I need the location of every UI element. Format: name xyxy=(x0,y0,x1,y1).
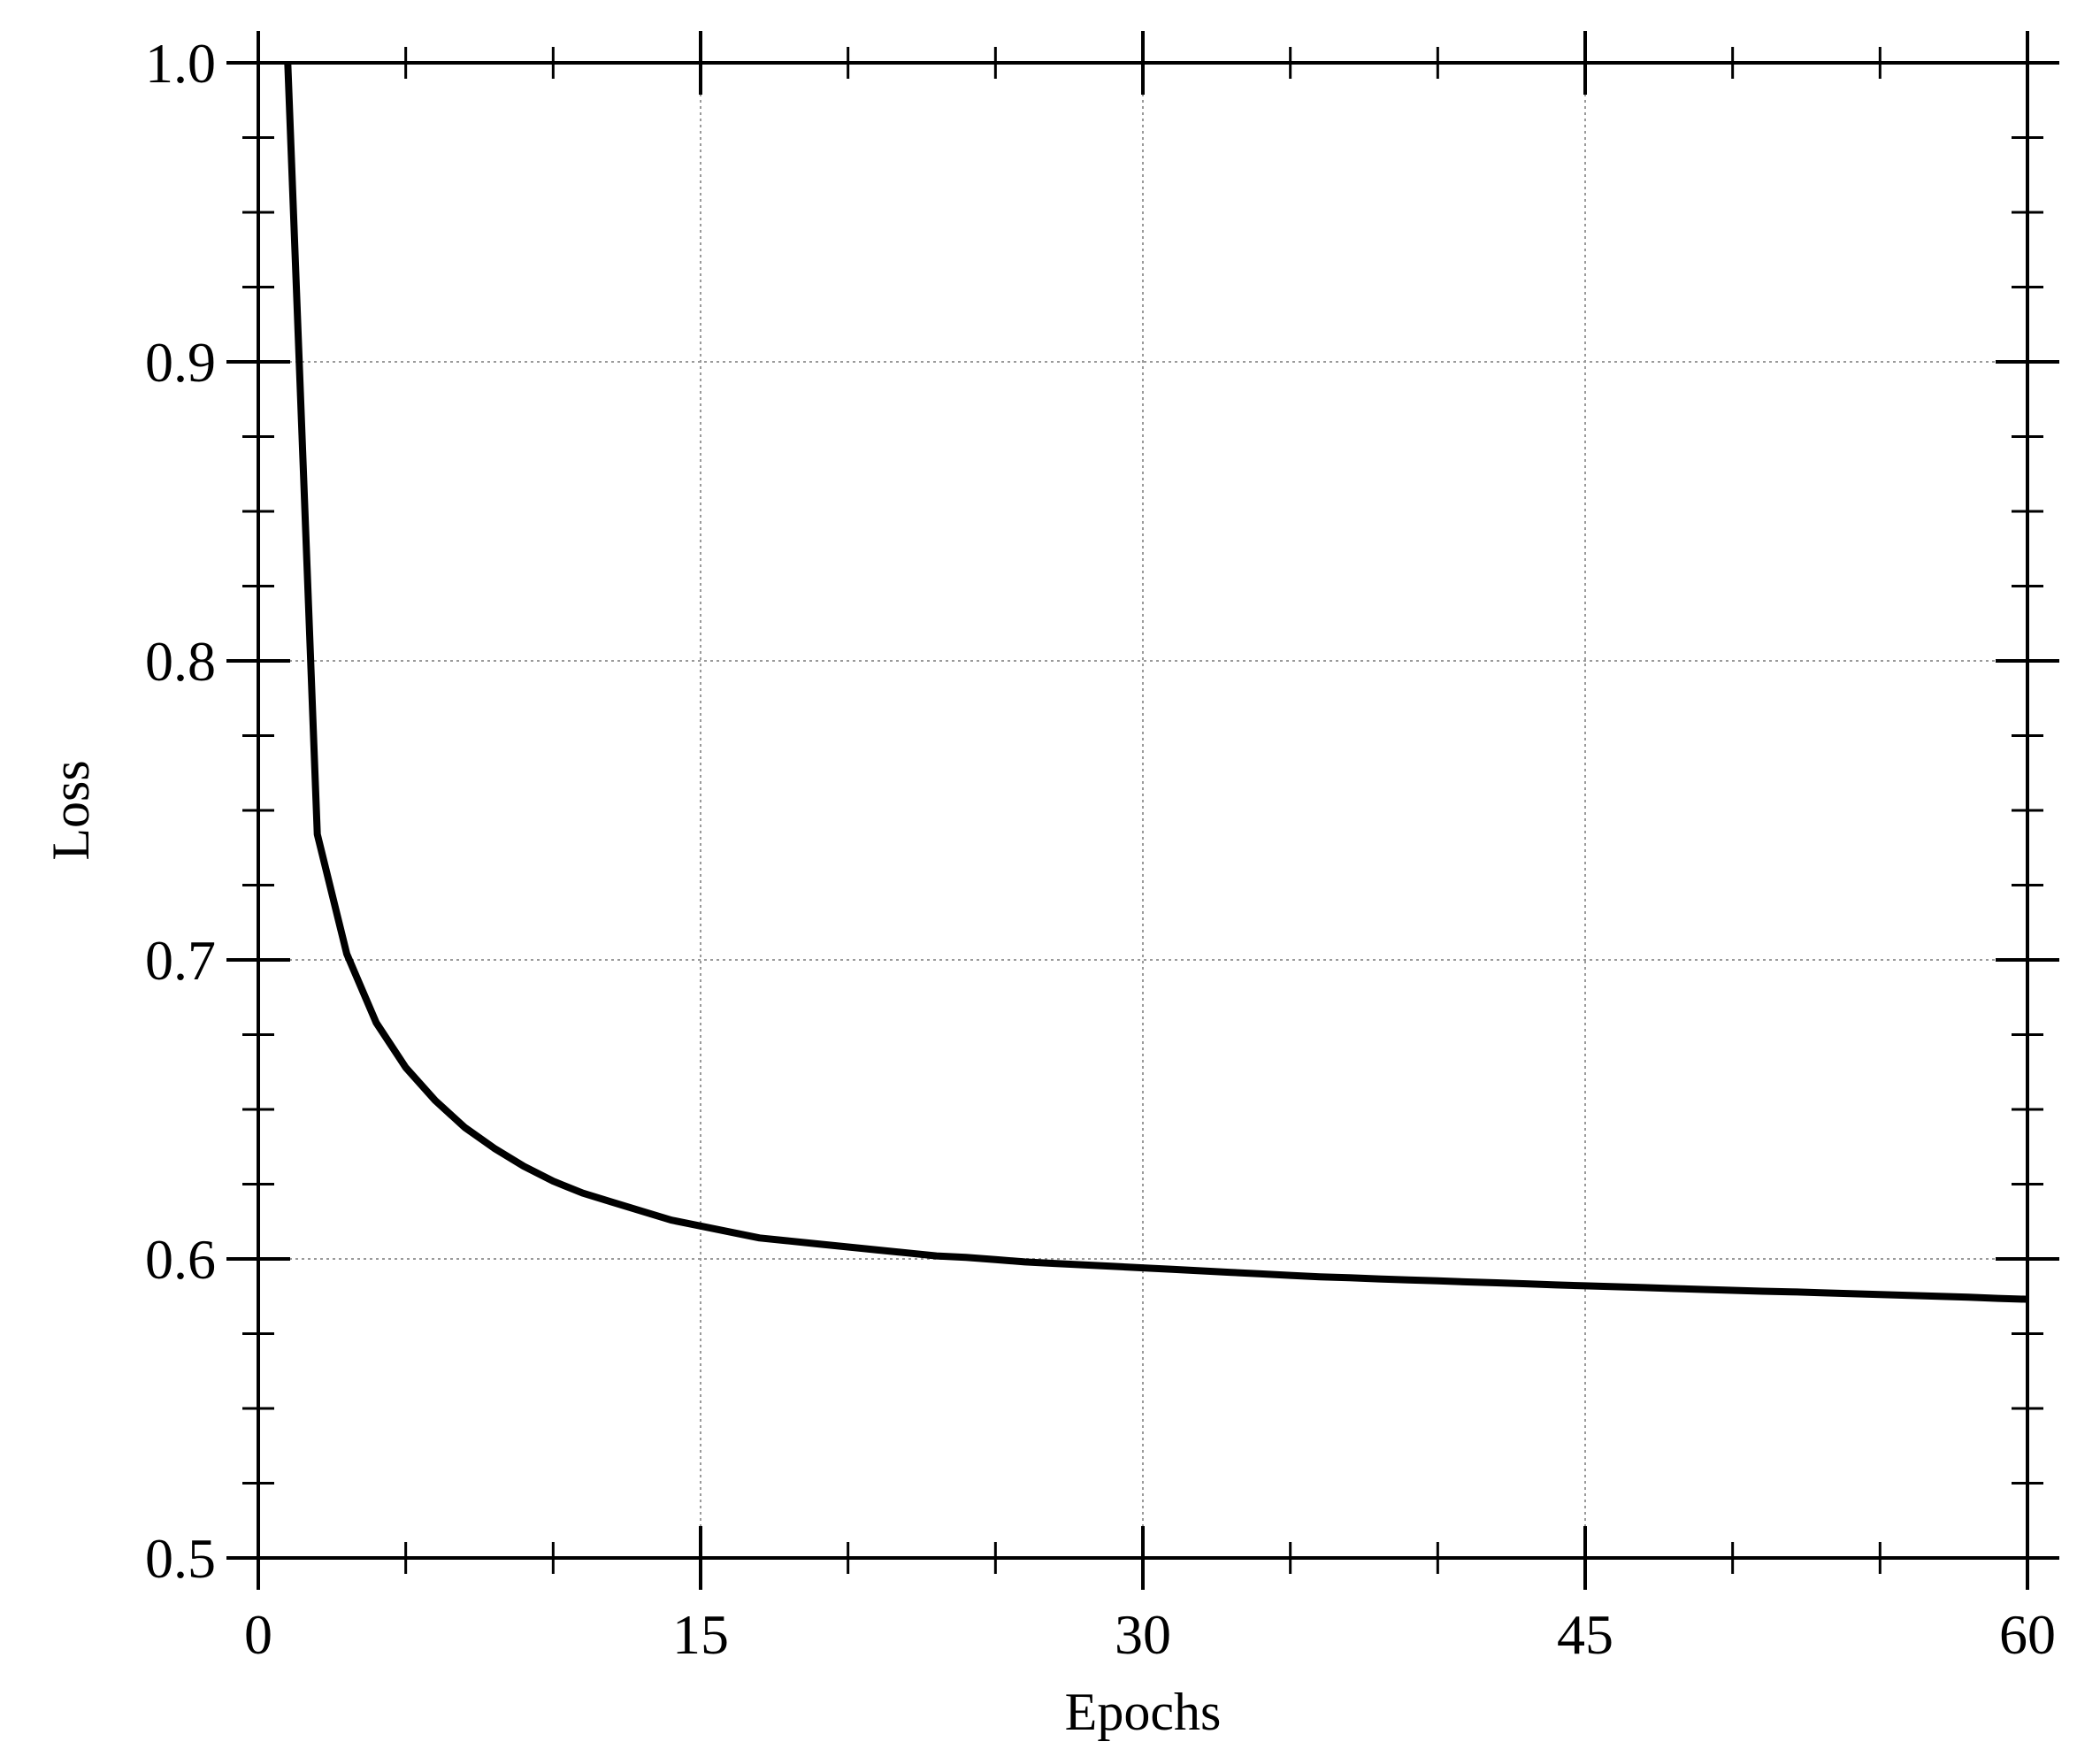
x-axis-label: Epochs xyxy=(1065,1683,1222,1741)
x-tick-label-4: 60 xyxy=(1999,1603,2056,1666)
plot-frame xyxy=(257,61,2029,1560)
y-tick-label-0: 0.5 xyxy=(145,1527,216,1590)
loss-series-line-0 xyxy=(284,62,2028,1303)
y-tick-label-1: 0.6 xyxy=(145,1228,216,1291)
x-tick-label-3: 45 xyxy=(1557,1603,1613,1666)
y-tick-label-3: 0.8 xyxy=(145,630,216,693)
axis-ticks xyxy=(226,31,2059,1590)
y-tick-label-4: 0.9 xyxy=(145,331,216,394)
x-tick-label-1: 15 xyxy=(672,1603,729,1666)
tick-labels: 0 15 30 45 60 0.5 0.6 0.7 0.8 0.9 1.0 xyxy=(145,32,2056,1666)
loss-line-layer xyxy=(284,62,2028,1303)
x-tick-label-2: 30 xyxy=(1115,1603,1171,1666)
y-tick-label-5: 1.0 xyxy=(145,32,216,95)
y-tick-label-2: 0.7 xyxy=(145,929,216,992)
y-axis-label: Loss xyxy=(42,760,100,860)
x-tick-label-0: 0 xyxy=(244,1603,272,1666)
grid-lines xyxy=(258,63,2027,1558)
